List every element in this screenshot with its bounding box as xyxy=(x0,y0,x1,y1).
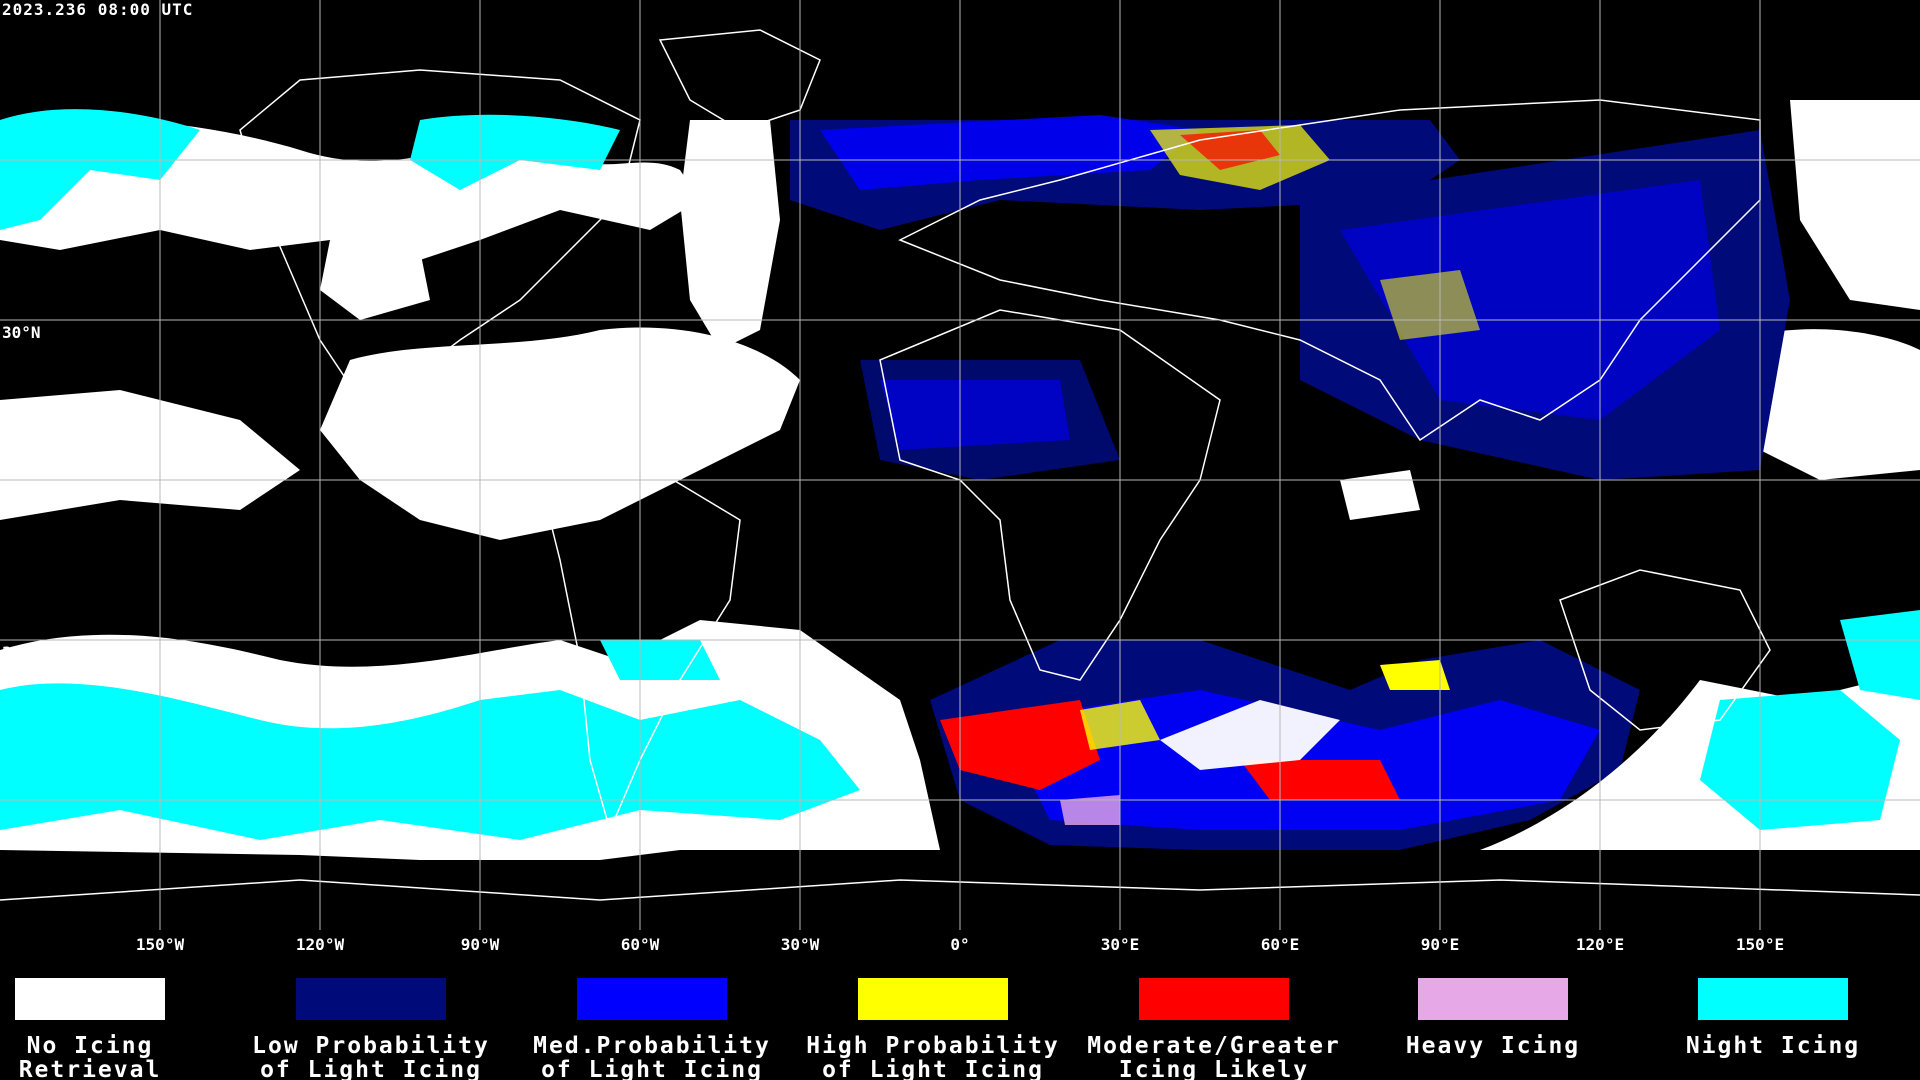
longitude-label: 150°E xyxy=(1735,935,1785,954)
longitude-label: 150°W xyxy=(135,935,185,954)
legend-swatch xyxy=(1418,978,1568,1020)
longitude-label: 90°W xyxy=(460,935,500,954)
legend-label: Moderate/Greater Icing Likely xyxy=(1087,1033,1341,1080)
cloud-white xyxy=(320,240,430,320)
cloud-white xyxy=(1740,329,1920,480)
cloud-fields xyxy=(0,100,1920,860)
cloud-white xyxy=(320,327,800,540)
legend-label: Heavy Icing xyxy=(1405,1033,1581,1059)
longitude-label: 60°E xyxy=(1260,935,1300,954)
coastline-north-america xyxy=(239,69,641,422)
cloud-white xyxy=(680,120,780,350)
graticule xyxy=(0,0,1920,930)
cloud-white xyxy=(0,390,300,520)
longitude-label: 60°W xyxy=(620,935,660,954)
cloud-cyan xyxy=(410,114,620,190)
legend-label: Low Probability of Light Icing xyxy=(252,1033,490,1080)
legend-label: Night Icing xyxy=(1685,1033,1861,1059)
icing-med xyxy=(1340,180,1720,420)
coastline-south-america xyxy=(539,439,741,833)
legend-item-med-probability: Med.Probability of Light Icing xyxy=(512,978,792,1080)
cloud-white xyxy=(1790,100,1920,310)
coastline-africa xyxy=(879,309,1221,681)
legend-label: No Icing Retrieval xyxy=(18,1033,162,1080)
icing-heavy xyxy=(1060,795,1120,825)
legend-swatch xyxy=(15,978,165,1020)
legend-item-heavy-icing: Heavy Icing xyxy=(1353,978,1633,1058)
longitude-label: 120°W xyxy=(295,935,345,954)
legend-swatch xyxy=(577,978,727,1020)
legend-swatch xyxy=(858,978,1008,1020)
legend-item-night-icing: Night Icing xyxy=(1633,978,1913,1058)
cloud-cyan xyxy=(600,640,720,680)
latitude-label-30n: 30°N xyxy=(2,323,41,342)
legend-item-high-probability: High Probability of Light Icing xyxy=(793,978,1073,1080)
icing-med xyxy=(820,115,1200,190)
cloud-cyan xyxy=(0,683,860,840)
coastlines xyxy=(0,29,1920,901)
legend: No Icing Retrieval Low Probability of Li… xyxy=(0,960,1920,1080)
longitude-label: 120°E xyxy=(1575,935,1625,954)
legend-swatch xyxy=(296,978,446,1020)
icing-map: 2023.236 08:00 UTC 30°N 30°S 150°W 120°W… xyxy=(0,0,1920,954)
longitude-label: 30°E xyxy=(1100,935,1140,954)
coastline-antarctica xyxy=(0,879,1920,901)
longitude-label: 0° xyxy=(950,935,970,954)
cloud-cyan xyxy=(0,109,200,230)
legend-swatch xyxy=(1698,978,1848,1020)
legend-swatch xyxy=(1139,978,1289,1020)
icing-high xyxy=(1380,270,1480,340)
cloud-cyan xyxy=(1700,690,1900,830)
icing-high xyxy=(1380,660,1450,690)
longitude-label: 90°E xyxy=(1420,935,1460,954)
cloud-white xyxy=(1160,700,1340,770)
longitude-label: 30°W xyxy=(780,935,820,954)
legend-item-no-icing: No Icing Retrieval xyxy=(0,978,230,1080)
coastline-australia xyxy=(1559,569,1771,731)
legend-item-low-probability: Low Probability of Light Icing xyxy=(231,978,511,1080)
icing-moderate xyxy=(940,700,1100,790)
latitude-label-30s: 30°S xyxy=(2,643,41,662)
cloud-cyan xyxy=(1840,610,1920,700)
timestamp-label: 2023.236 08:00 UTC xyxy=(2,0,194,19)
legend-label: Med.Probability of Light Icing xyxy=(533,1033,771,1080)
icing-med xyxy=(880,380,1070,450)
legend-item-moderate-greater: Moderate/Greater Icing Likely xyxy=(1074,978,1354,1080)
icing-white xyxy=(1340,470,1420,520)
coastline-europe-asia xyxy=(898,99,1761,442)
legend-label: High Probability of Light Icing xyxy=(806,1033,1060,1080)
map-canvas xyxy=(0,0,1920,930)
